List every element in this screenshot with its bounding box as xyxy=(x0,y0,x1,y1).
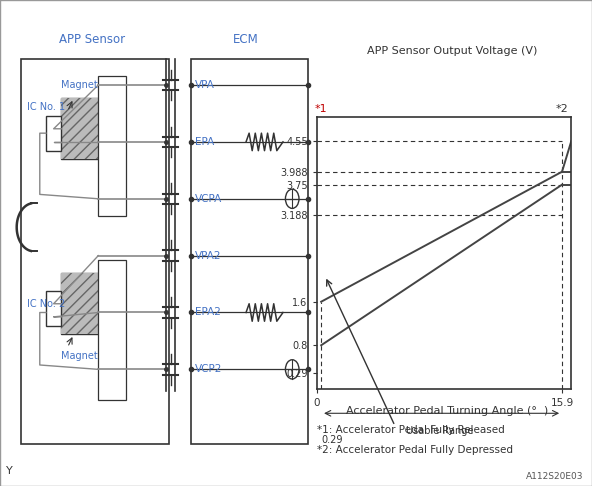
Text: Y: Y xyxy=(6,466,12,476)
Bar xyxy=(62,273,98,334)
Text: EPA: EPA xyxy=(195,137,214,147)
Text: *1: Accelerator Pedal Fully Released: *1: Accelerator Pedal Fully Released xyxy=(317,425,504,435)
Text: APP Sensor: APP Sensor xyxy=(59,33,125,46)
Bar xyxy=(46,291,62,326)
Text: Usable Range: Usable Range xyxy=(407,426,474,436)
Bar xyxy=(46,116,62,151)
Text: *1: *1 xyxy=(315,104,327,114)
Text: Magnet: Magnet xyxy=(62,351,98,361)
Bar xyxy=(62,98,98,159)
Text: 0.29: 0.29 xyxy=(321,435,343,445)
Text: VCP2: VCP2 xyxy=(195,364,223,374)
Bar xyxy=(62,273,98,334)
Text: VPA: VPA xyxy=(195,80,215,90)
Bar xyxy=(21,59,169,444)
Text: IC No. 1: IC No. 1 xyxy=(27,102,66,112)
Text: *2: Accelerator Pedal Fully Depressed: *2: Accelerator Pedal Fully Depressed xyxy=(317,445,513,454)
Text: VCPA: VCPA xyxy=(195,194,223,204)
Bar xyxy=(98,260,126,400)
Bar xyxy=(98,76,126,216)
Text: A112S20E03: A112S20E03 xyxy=(526,472,583,481)
Text: VPA2: VPA2 xyxy=(195,251,222,260)
Text: APP Sensor Output Voltage (V): APP Sensor Output Voltage (V) xyxy=(367,46,538,56)
Text: Magnet: Magnet xyxy=(62,80,98,90)
Text: *2: *2 xyxy=(556,104,568,114)
Bar xyxy=(62,98,98,159)
Text: Accelerator Pedal Turning Angle (°  ): Accelerator Pedal Turning Angle (° ) xyxy=(346,406,548,416)
Text: ECM: ECM xyxy=(233,33,259,46)
Text: IC No. 2: IC No. 2 xyxy=(27,299,66,309)
Bar xyxy=(191,59,308,444)
Text: EPA2: EPA2 xyxy=(195,308,221,317)
